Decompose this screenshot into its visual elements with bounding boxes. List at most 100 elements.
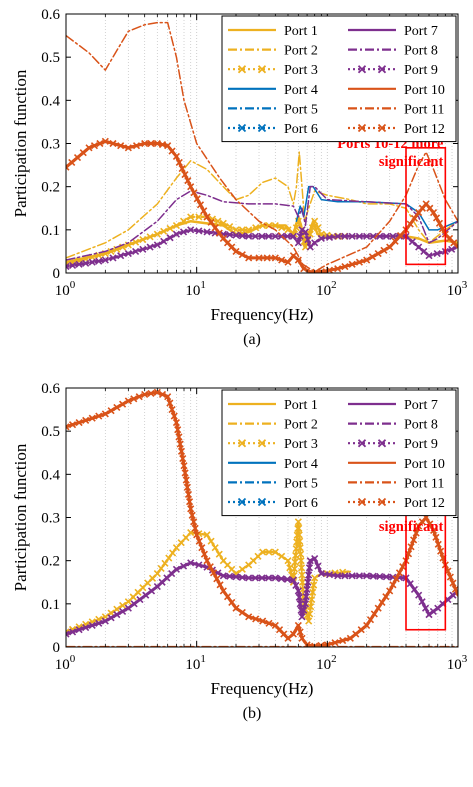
data-point-port-12 xyxy=(216,581,224,589)
panel-caption: (a) xyxy=(243,331,261,348)
data-point-port-12 xyxy=(429,209,438,217)
legend-label-port-7: Port 7 xyxy=(404,24,438,39)
data-point-port-12 xyxy=(213,575,221,583)
data-point-port-3 xyxy=(219,219,227,227)
data-point-port-12 xyxy=(392,575,400,583)
data-point-port-9 xyxy=(311,239,319,247)
x-tick-label: 103 xyxy=(447,279,468,299)
data-point-port-12 xyxy=(158,390,167,399)
data-point-port-9 xyxy=(304,578,312,586)
data-point-port-9 xyxy=(113,611,121,619)
data-point-port-12 xyxy=(391,237,399,245)
data-point-port-12 xyxy=(188,511,196,519)
legend-label-port-12: Port 12 xyxy=(404,122,445,137)
data-point-port-12 xyxy=(190,518,198,526)
y-tick-label: 0.2 xyxy=(41,180,60,196)
data-point-port-9 xyxy=(425,252,433,260)
y-axis-label: Participation function xyxy=(11,443,30,591)
data-point-port-12 xyxy=(412,529,420,537)
data-point-port-3 xyxy=(284,226,292,234)
data-point-port-12 xyxy=(117,142,125,150)
data-point-port-3 xyxy=(307,603,315,611)
data-point-port-9 xyxy=(68,628,77,636)
x-axis-label: Frequency(Hz) xyxy=(211,305,314,324)
data-point-port-9 xyxy=(277,575,285,583)
data-point-port-9 xyxy=(66,262,70,271)
data-point-port-12 xyxy=(193,195,201,203)
data-point-port-3 xyxy=(252,224,260,232)
data-point-port-3 xyxy=(292,551,300,559)
data-point-port-3 xyxy=(214,217,222,225)
data-point-port-9 xyxy=(369,572,377,580)
data-point-port-9 xyxy=(314,562,322,570)
data-point-port-12 xyxy=(228,598,236,606)
data-point-port-9 xyxy=(139,245,147,253)
data-point-port-9 xyxy=(433,250,441,258)
data-point-port-3 xyxy=(165,554,173,562)
data-point-port-12 xyxy=(434,540,442,548)
legend-marker-port-3-0 xyxy=(237,65,247,74)
data-point-port-9 xyxy=(294,587,302,595)
series-line-port-2 xyxy=(66,151,458,259)
data-point-port-12 xyxy=(187,505,195,513)
data-point-port-9 xyxy=(298,613,306,621)
data-point-port-9 xyxy=(88,621,96,629)
data-point-port-3 xyxy=(166,224,174,232)
data-point-port-12 xyxy=(382,593,390,601)
data-point-port-9 xyxy=(219,572,227,580)
data-point-port-3 xyxy=(215,550,223,558)
data-point-port-9 xyxy=(75,260,83,268)
legend-marker-port-6-1 xyxy=(257,123,267,133)
data-point-port-3 xyxy=(153,570,161,578)
data-point-port-9 xyxy=(187,226,195,234)
legend-label-port-3: Port 3 xyxy=(284,437,318,452)
data-point-port-12 xyxy=(203,557,211,565)
data-point-port-12 xyxy=(68,158,76,166)
data-point-port-9 xyxy=(68,261,77,270)
data-point-port-12 xyxy=(331,639,339,647)
data-point-port-3 xyxy=(107,247,115,255)
data-point-port-12 xyxy=(450,239,458,247)
data-point-port-12 xyxy=(410,214,419,222)
legend-box xyxy=(221,15,457,143)
data-point-port-12 xyxy=(238,608,246,617)
y-tick-label: 0.5 xyxy=(41,50,60,66)
data-point-port-9 xyxy=(119,607,127,615)
data-point-port-12 xyxy=(232,247,240,255)
data-point-port-9 xyxy=(283,232,291,240)
data-point-port-9 xyxy=(251,574,259,582)
data-point-port-9 xyxy=(298,226,306,234)
data-point-port-3 xyxy=(187,213,195,221)
data-point-port-9 xyxy=(301,600,310,608)
data-point-port-9 xyxy=(408,238,416,246)
data-point-port-9 xyxy=(195,227,203,235)
data-point-port-12 xyxy=(446,573,454,581)
data-point-port-3 xyxy=(296,544,304,552)
data-point-port-3 xyxy=(294,518,302,526)
data-point-port-12 xyxy=(429,526,438,535)
data-point-port-12 xyxy=(181,171,189,179)
data-point-port-12 xyxy=(207,218,215,226)
annotation-text: significant xyxy=(379,519,444,535)
data-point-port-9 xyxy=(363,572,371,580)
data-point-port-3 xyxy=(290,565,299,573)
data-point-port-9 xyxy=(295,593,303,601)
data-point-port-9 xyxy=(334,232,342,240)
legend-label-port-2: Port 2 xyxy=(284,418,318,433)
legend-marker-port-6-0 xyxy=(237,123,247,133)
legend-box xyxy=(221,389,457,517)
data-point-port-3 xyxy=(339,568,347,576)
data-point-port-12 xyxy=(209,569,218,577)
data-point-port-12 xyxy=(141,390,149,399)
data-point-port-12 xyxy=(96,139,104,148)
data-point-port-3 xyxy=(259,548,267,556)
data-point-port-12 xyxy=(184,177,192,185)
data-point-port-12 xyxy=(339,636,347,645)
legend-marker-port-12-0 xyxy=(357,123,367,133)
legend-label-port-9: Port 9 xyxy=(404,437,438,452)
series-line-port-11 xyxy=(66,21,458,273)
data-point-port-9 xyxy=(226,231,234,239)
data-point-port-12 xyxy=(101,137,109,145)
data-point-port-12 xyxy=(183,483,191,491)
data-point-port-12 xyxy=(263,254,271,262)
